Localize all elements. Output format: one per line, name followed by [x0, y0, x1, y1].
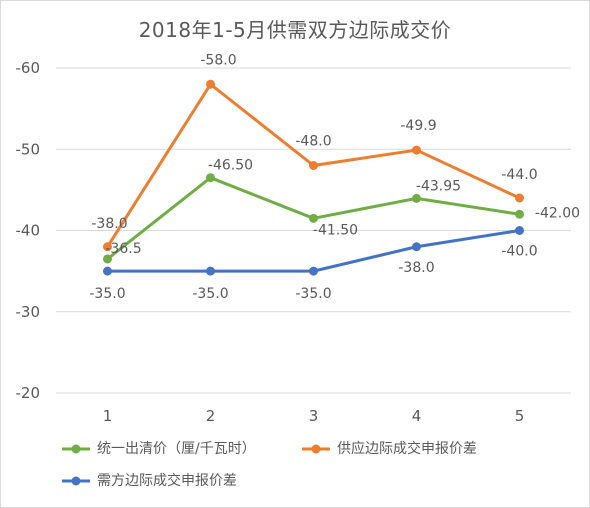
- data-point: [515, 226, 524, 235]
- data-label: -36.5: [105, 241, 141, 257]
- x-tick-label: 3: [309, 407, 319, 425]
- data-label: -48.0: [295, 134, 331, 150]
- data-point: [309, 266, 318, 276]
- data-label: -38.0: [91, 216, 127, 232]
- y-tick-label: -40: [16, 222, 41, 240]
- legend-label-series-1: 统一出清价（厘/千瓦时）: [97, 441, 256, 457]
- x-tick-label: 5: [515, 407, 525, 425]
- data-point: [309, 161, 318, 170]
- data-label: -35.0: [192, 286, 228, 302]
- data-point: [206, 173, 215, 183]
- data-label: -38.0: [398, 260, 434, 276]
- data-label: -41.50: [313, 222, 358, 238]
- data-point: [515, 193, 524, 203]
- x-tick-label: 2: [206, 407, 216, 425]
- data-label: -43.95: [416, 178, 461, 194]
- data-label: -44.0: [501, 167, 537, 183]
- legend-swatch-series-2: [302, 444, 330, 454]
- data-point: [412, 242, 421, 252]
- y-tick-label: -50: [16, 140, 41, 158]
- data-label: -49.9: [400, 118, 436, 134]
- legend-swatch-series-1: [62, 444, 90, 454]
- data-point: [515, 209, 524, 219]
- data-label: -42.00: [535, 205, 580, 221]
- data-point: [103, 254, 112, 264]
- data-point: [206, 79, 215, 89]
- legend-swatch-series-3: [62, 476, 90, 486]
- data-label: -40.0: [501, 244, 537, 260]
- data-point: [412, 145, 421, 155]
- x-tick-label: 1: [103, 407, 113, 425]
- data-point: [103, 242, 112, 252]
- x-tick-label: 4: [412, 407, 422, 425]
- data-label: -58.0: [200, 52, 236, 68]
- data-label: -35.0: [89, 286, 125, 302]
- legend-label-series-3: 需方边际成交申报价差: [97, 473, 237, 489]
- y-tick-label: -20: [16, 384, 41, 402]
- data-point: [412, 193, 421, 203]
- data-point: [309, 213, 318, 223]
- y-tick-label: -60: [16, 59, 41, 77]
- data-point: [103, 266, 112, 276]
- legend-label-series-2: 供应边际成交申报价差: [337, 441, 477, 457]
- data-point: [206, 266, 215, 276]
- data-label: -35.0: [295, 286, 331, 302]
- y-tick-label: -30: [16, 303, 41, 321]
- chart-title: 2018年1-5月供需双方边际成交价: [138, 18, 452, 42]
- chart-plot-area: -60 -50 -40 -30 -20 1 2 3 4 5 -36.5 -46.50 -41.50 -43…: [16, 52, 581, 425]
- data-label: -46.50: [208, 158, 253, 174]
